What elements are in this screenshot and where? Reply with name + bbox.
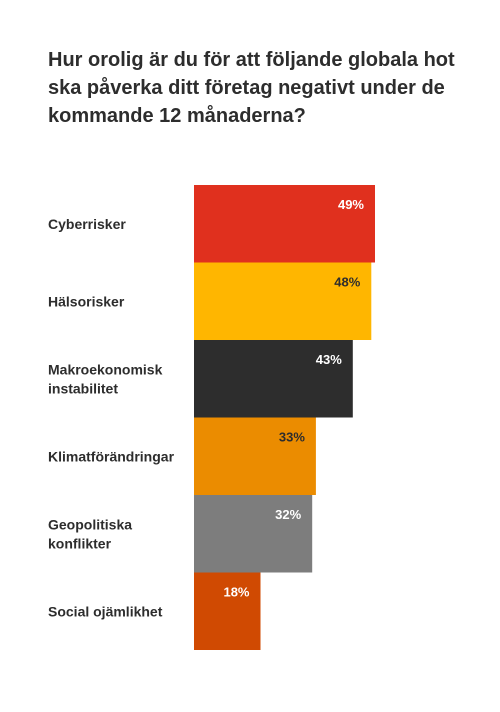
category-label-5: Geopolitiska konflikter <box>48 516 132 551</box>
bar-4 <box>194 417 316 495</box>
bar-6 <box>194 572 261 650</box>
bar-2 <box>194 262 372 340</box>
category-label-6: Social ojämlikhet <box>48 603 163 619</box>
category-label-1: Cyberrisker <box>48 216 126 232</box>
category-label-2: Hälsorisker <box>48 293 125 309</box>
value-label-6: 18% <box>223 585 249 600</box>
value-label-1: 49% <box>338 197 364 212</box>
value-label-2: 48% <box>334 275 360 290</box>
category-label-4: Klimatförändringar <box>48 448 175 464</box>
bar-3 <box>194 340 353 418</box>
value-label-3: 43% <box>316 352 342 367</box>
value-label-5: 32% <box>275 507 301 522</box>
bar-1 <box>194 185 375 263</box>
value-label-4: 33% <box>279 430 305 445</box>
chart-title: Hur orolig är du för att följande global… <box>48 49 455 127</box>
category-label-3: Makroekonomisk instabilitet <box>48 361 163 396</box>
bar-5 <box>194 495 313 573</box>
